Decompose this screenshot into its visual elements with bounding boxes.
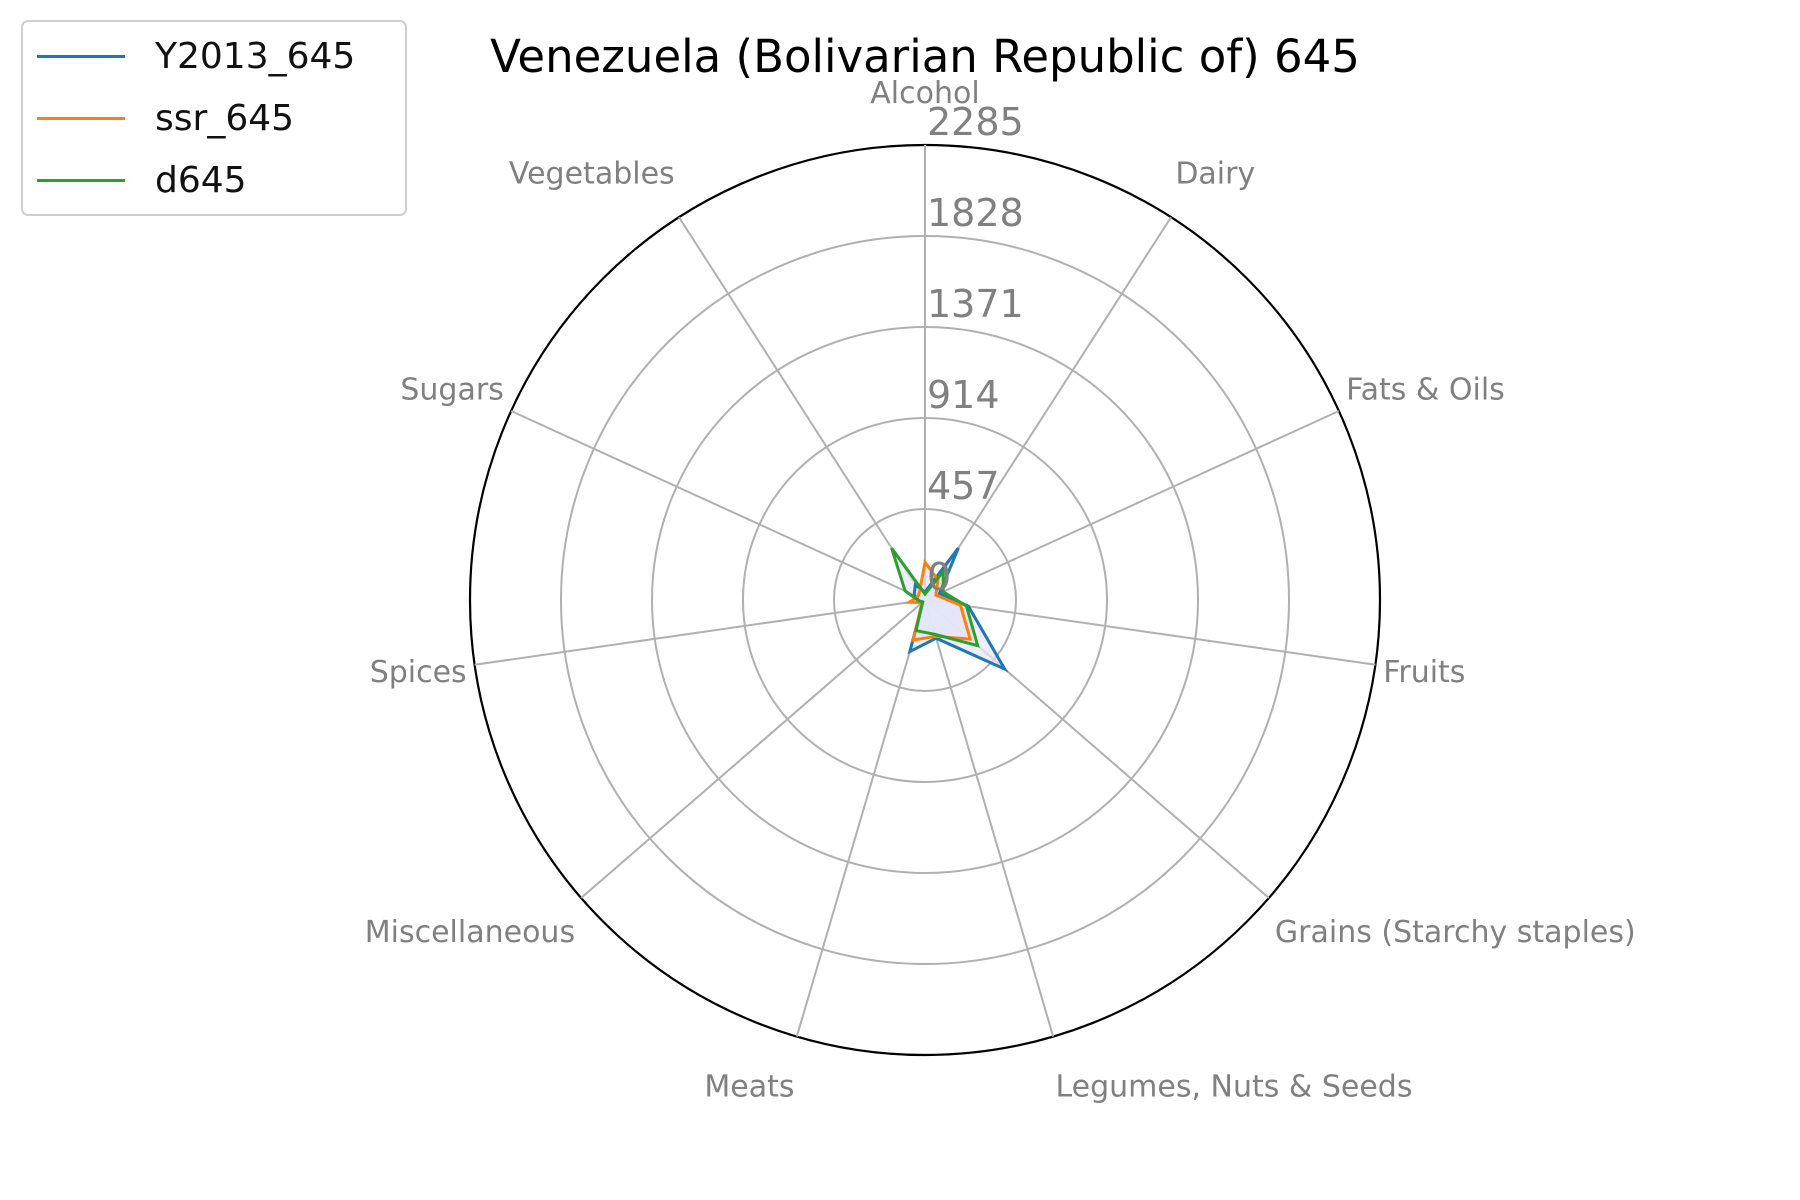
chart-title: Venezuela (Bolivarian Republic of) 645 [490, 30, 1360, 83]
category-label: Fruits [1383, 655, 1465, 690]
radial-tick-label: 1371 [927, 282, 1024, 326]
category-label: Legumes, Nuts & Seeds [1055, 1069, 1412, 1104]
radial-tick-labels: 0 457 914 1371 1828 2285 [927, 100, 1024, 599]
legend-label: ssr_645 [155, 97, 295, 139]
legend-swatch [37, 54, 125, 58]
category-label: Grains (Starchy staples) [1275, 915, 1636, 950]
grid-spoke [924, 599, 1055, 1037]
radial-tick-label: 0 [927, 555, 951, 599]
grid-spoke [924, 216, 1172, 601]
legend: Y2013_645 ssr_645 d645 [21, 20, 407, 216]
radial-tick-label: 2285 [927, 100, 1024, 144]
radial-tick-label: 1828 [927, 191, 1024, 235]
category-labels: Alcohol Dairy Fats & Oils Fruits Grains (Sta… [365, 76, 1636, 1104]
grid-spoke [510, 410, 926, 601]
grid-spoke [678, 216, 926, 601]
legend-swatch [37, 116, 125, 120]
grid-spoke [924, 410, 1340, 601]
grid-spoke [474, 599, 926, 666]
category-label: Fats & Oils [1346, 372, 1505, 407]
radar-series [890, 547, 1009, 673]
radial-tick-label: 914 [927, 373, 1000, 417]
radial-tick-label: 457 [927, 464, 1000, 508]
series-line-d645 [890, 547, 980, 648]
legend-label: Y2013_645 [155, 35, 356, 77]
legend-item-d645: d645 [37, 159, 247, 201]
legend-item-ssr: ssr_645 [37, 97, 295, 139]
legend-label: d645 [155, 159, 247, 201]
category-label: Sugars [400, 372, 503, 407]
category-label: Meats [704, 1069, 794, 1104]
category-label: Alcohol [870, 76, 979, 111]
category-label: Miscellaneous [365, 915, 575, 950]
grid-spoke [580, 599, 926, 899]
category-label: Dairy [1175, 156, 1255, 191]
grid-spoke [795, 599, 926, 1037]
grid-spoke [924, 599, 1376, 666]
category-label: Vegetables [509, 156, 675, 191]
series-fill-2 [891, 548, 978, 646]
legend-item-y2013: Y2013_645 [37, 35, 356, 77]
series-line-ssr_645 [904, 558, 973, 642]
category-label: Spices [370, 655, 467, 690]
legend-swatch [37, 178, 125, 182]
